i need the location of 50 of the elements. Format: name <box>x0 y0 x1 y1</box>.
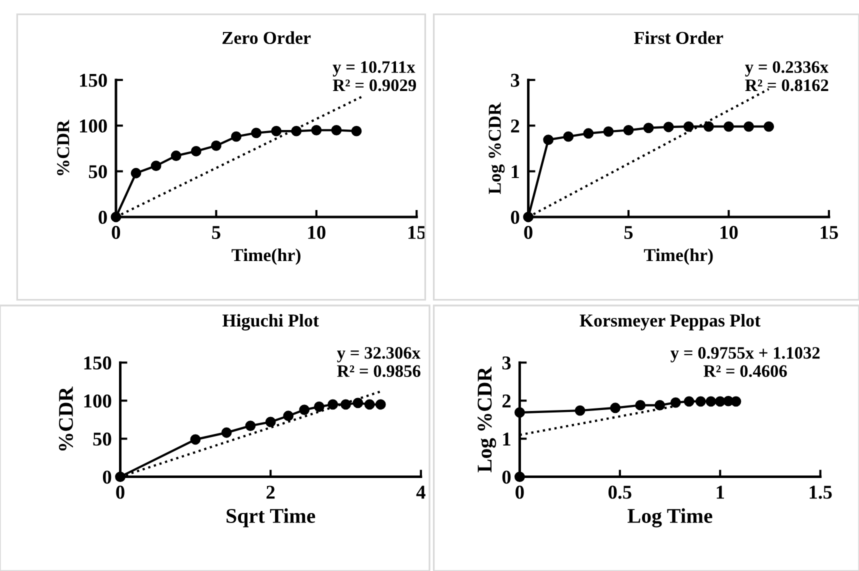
text: y = 0.2336x <box>745 61 828 76</box>
x-tick-label: 15 <box>408 226 426 239</box>
x-axis-title: Log Time <box>628 508 712 528</box>
y-tick-label: 1 <box>503 432 510 446</box>
x-tick-label: 0 <box>112 226 120 239</box>
annotation: R² = 0.9856 <box>337 365 420 378</box>
y-tick-label: 0 <box>502 470 511 484</box>
chart-title: First Order <box>634 31 724 44</box>
x-axis-title: Time(hr) <box>644 248 713 265</box>
y-axis-title: %CDR <box>57 120 70 176</box>
x-tick-label: 5 <box>212 226 220 239</box>
y-tick-label: 2 <box>511 119 520 132</box>
y-tick-label: 2 <box>502 394 511 408</box>
x-tick-label: 0 <box>116 486 124 499</box>
x-tick-label: 0.5 <box>608 486 632 499</box>
x-tick-label: 0 <box>524 226 532 239</box>
x-tick-label: 10 <box>308 226 326 239</box>
y-tick-label: 50 <box>93 432 112 446</box>
y-tick-label: 150 <box>84 356 112 370</box>
x-tick-label: 15 <box>820 226 838 239</box>
chart-title: Higuchi Plot <box>222 314 319 330</box>
text: y = 0.9755x + 1.1032 <box>670 347 820 362</box>
y-tick-label: 100 <box>80 119 107 133</box>
y-tick-label: 0 <box>98 210 107 224</box>
x-tick-label: 5 <box>624 226 633 239</box>
annotation: R² = 0.8162 <box>745 79 828 92</box>
annotation: R² = 0.4606 <box>704 365 787 378</box>
annotation: R² = 0.9029 <box>332 79 416 92</box>
x-tick-label: 4 <box>416 486 426 499</box>
y-tick-label: 100 <box>84 394 112 408</box>
x-axis-title: Sqrt Time <box>226 508 316 528</box>
y-tick-label: 1 <box>512 165 519 178</box>
text: y = 32.306x <box>337 347 420 362</box>
y-tick-label: 0 <box>102 470 112 484</box>
x-tick-label: 1 <box>716 486 724 499</box>
text: y = 10.711x <box>332 61 416 76</box>
y-axis-title: %CDR <box>58 386 74 451</box>
x-tick-label: 1.5 <box>810 486 832 499</box>
y-axis-title: Log %CDR <box>488 102 505 194</box>
y-axis-title: Log %CDR <box>478 366 496 472</box>
x-axis-title: Time(hr) <box>232 248 300 265</box>
chart-title: Korsmeyer Peppas Plot <box>580 314 761 330</box>
y-tick-label: 50 <box>88 165 107 178</box>
x-tick-label: 10 <box>720 226 738 239</box>
y-tick-label: 0 <box>510 210 520 224</box>
y-tick-label: 3 <box>510 74 520 87</box>
chart-title: Zero Order <box>222 31 311 44</box>
y-tick-label: 150 <box>80 74 107 87</box>
x-tick-label: 2 <box>266 486 275 499</box>
y-tick-label: 3 <box>502 356 511 370</box>
